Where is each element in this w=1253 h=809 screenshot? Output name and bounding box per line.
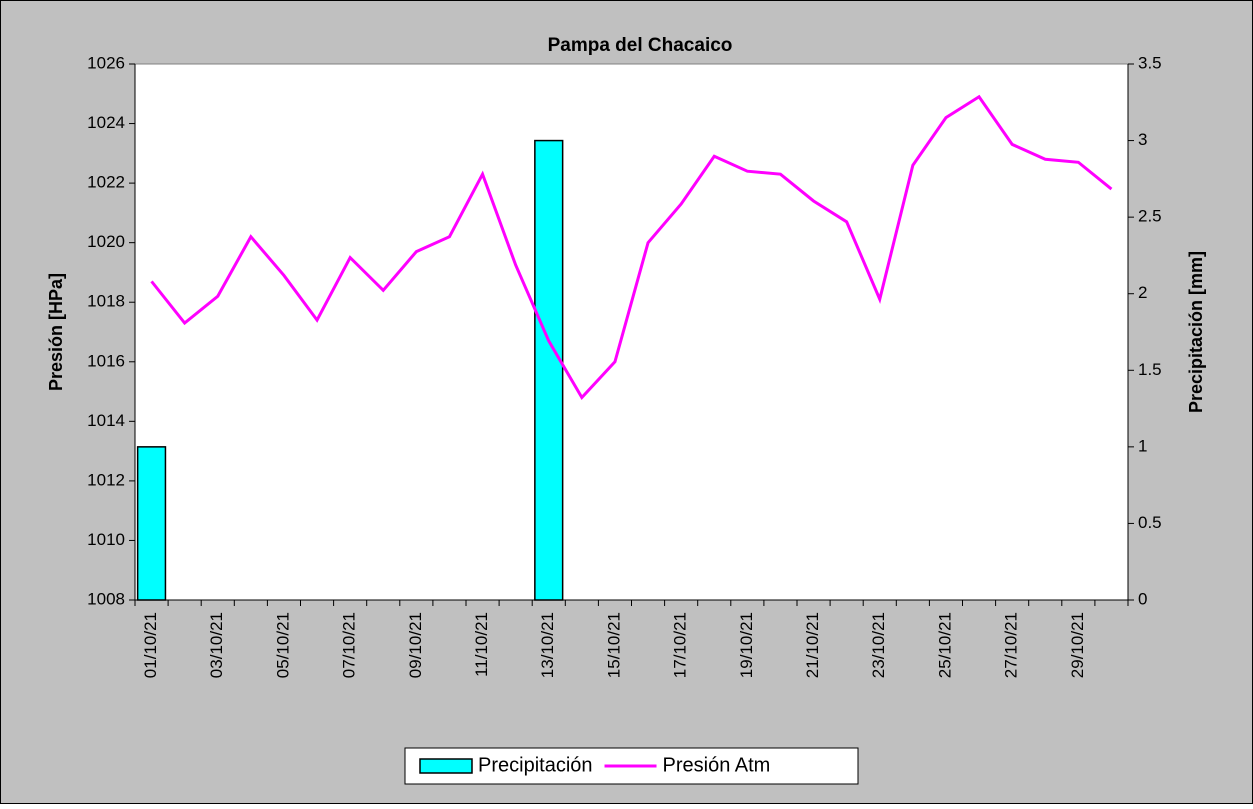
x-tick-label: 03/10/21 xyxy=(207,612,226,678)
plot-area xyxy=(134,63,1129,601)
y2-tick-label: 0 xyxy=(1138,589,1147,608)
bar xyxy=(534,139,564,601)
y-tick-label: 1012 xyxy=(87,470,125,489)
legend-label: Precipitación xyxy=(478,754,593,776)
x-tick-label: 05/10/21 xyxy=(273,612,292,678)
x-tick-label: 07/10/21 xyxy=(340,612,359,678)
y-tick-label: 1020 xyxy=(87,232,125,251)
x-tick-label: 17/10/21 xyxy=(671,612,690,678)
y-tick-label: 1018 xyxy=(87,292,125,311)
y-tick-label: 1024 xyxy=(87,113,125,132)
y2-tick-label: 0.5 xyxy=(1138,513,1162,532)
legend-label: Presión Atm xyxy=(663,754,771,776)
x-tick-label: 19/10/21 xyxy=(737,612,756,678)
y2-tick-label: 3 xyxy=(1138,130,1147,149)
line xyxy=(150,94,1113,401)
x-tick-label: 15/10/21 xyxy=(604,612,623,678)
x-tick-label: 13/10/21 xyxy=(538,612,557,678)
y2-tick-label: 1.5 xyxy=(1138,360,1162,379)
x-tick-label: 11/10/21 xyxy=(472,612,491,677)
x-tick-label: 01/10/21 xyxy=(141,612,160,678)
y2-tick-label: 2.5 xyxy=(1138,207,1162,226)
y2-tick-label: 3.5 xyxy=(1138,53,1162,72)
x-tick-label: 21/10/21 xyxy=(803,612,822,678)
x-tick-label: 27/10/21 xyxy=(1002,612,1021,678)
y2-tick-label: 1 xyxy=(1138,436,1147,455)
bar xyxy=(136,446,167,601)
y-tick-label: 1010 xyxy=(87,530,125,549)
y2-axis-label: Precipitación [mm] xyxy=(1186,251,1206,413)
x-tick-label: 25/10/21 xyxy=(935,612,954,678)
y-tick-label: 1022 xyxy=(87,173,125,192)
y-axis-label: Presión [HPa] xyxy=(46,273,66,391)
x-tick-label: 29/10/21 xyxy=(1068,612,1087,678)
y-tick-label: 1008 xyxy=(87,589,125,608)
legend-swatch xyxy=(419,758,473,774)
x-tick-label: 09/10/21 xyxy=(406,612,425,678)
chart-title: Pampa del Chacaico xyxy=(548,35,733,56)
x-tick-label: 23/10/21 xyxy=(869,612,888,678)
y-tick-label: 1016 xyxy=(87,351,125,370)
y-tick-label: 1026 xyxy=(87,53,125,72)
y2-tick-label: 2 xyxy=(1138,283,1147,302)
y-tick-label: 1014 xyxy=(87,411,125,430)
